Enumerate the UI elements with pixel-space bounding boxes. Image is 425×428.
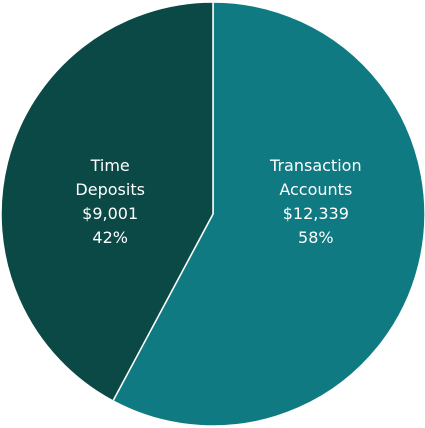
slice-label: Time Deposits $9,001 42% xyxy=(60,154,160,250)
slice-label: Transaction Accounts $12,339 58% xyxy=(266,154,366,250)
category-label: Time Deposits xyxy=(75,156,145,199)
pie-slice xyxy=(111,1,425,427)
percent-label: 58% xyxy=(298,228,334,247)
percent-label: 42% xyxy=(92,228,128,247)
category-label: Transaction Accounts xyxy=(270,156,362,199)
value-label: $9,001 xyxy=(82,204,139,223)
value-label: $12,339 xyxy=(282,204,349,223)
pie-slice xyxy=(0,1,214,402)
